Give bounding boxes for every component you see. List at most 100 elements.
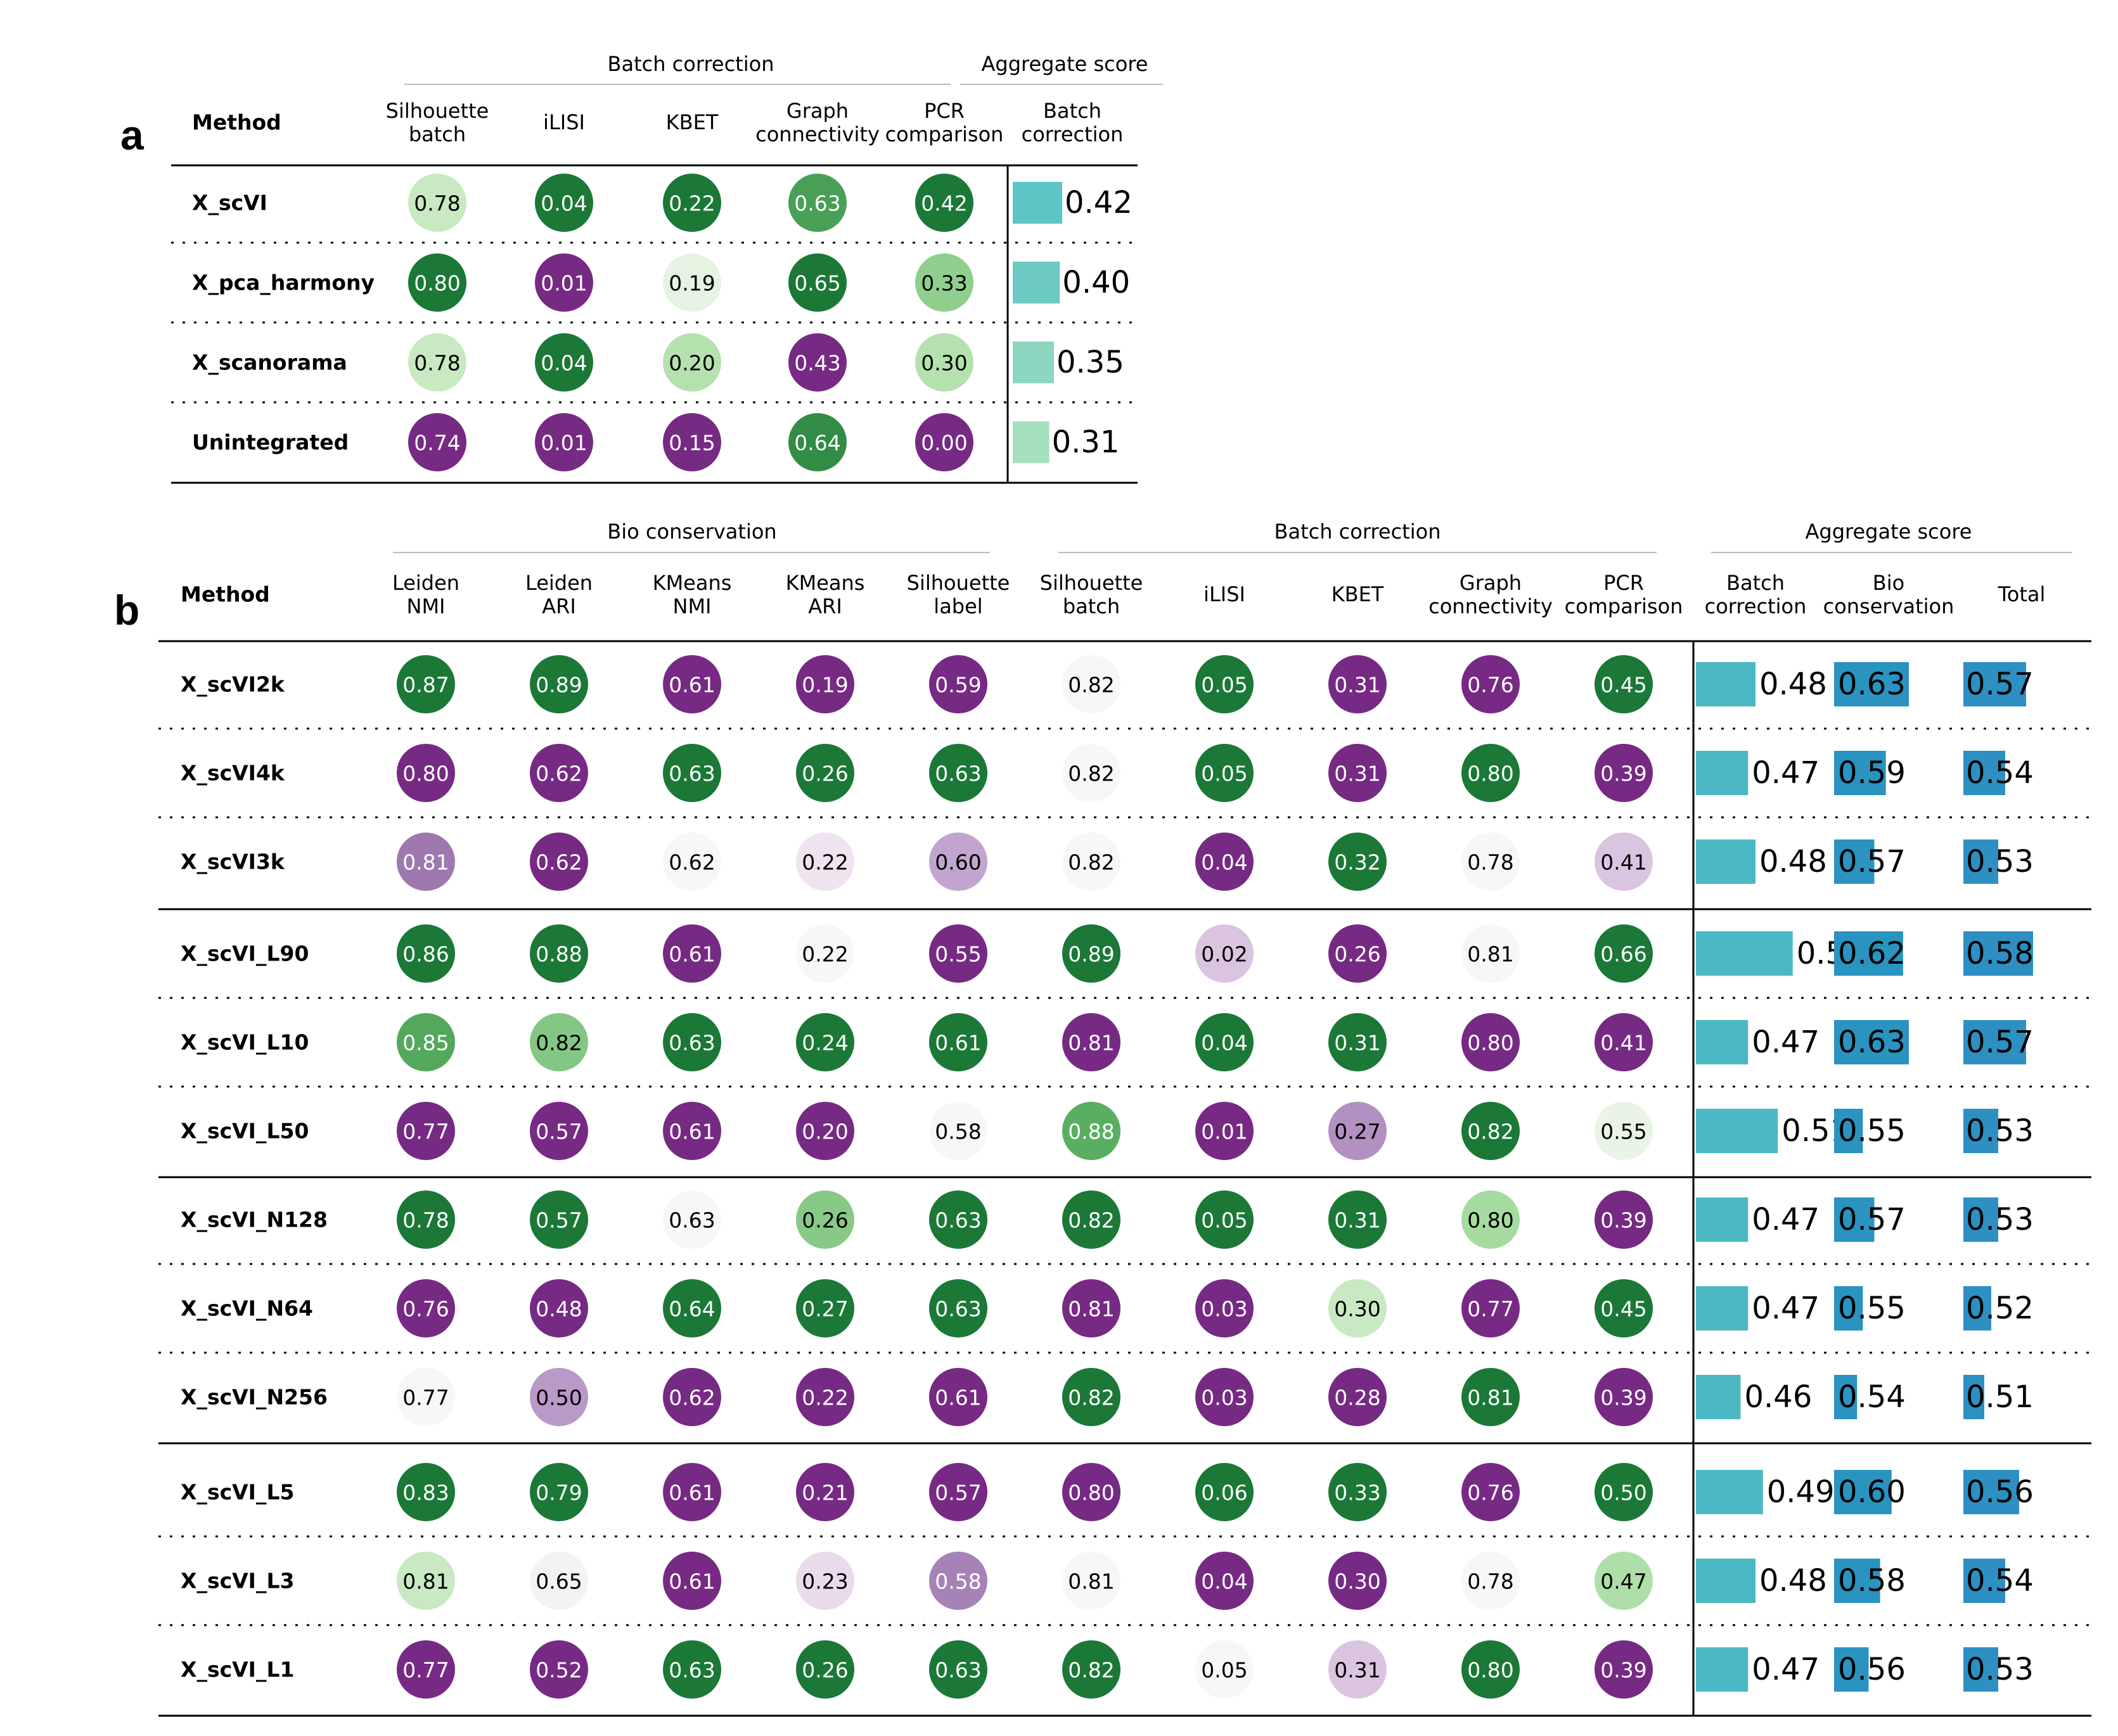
score-circle-b [1461,655,1520,713]
score-label-b: 0.39 [1600,1386,1646,1410]
score-circle-b [1328,1368,1387,1426]
aggregate-bar-batch-b [1696,1647,1749,1692]
score-circle-a [535,253,593,312]
score-label-b: 0.63 [935,1208,981,1233]
method-label-b: X_scVI_N64 [181,1296,313,1321]
score-circle-b [1328,1102,1387,1160]
aggregate-bar-total-b [1963,1470,2019,1514]
score-label-a: 0.80 [414,271,460,296]
score-circle-b [663,1368,721,1426]
score-circle-b [1062,924,1120,983]
score-label-b: 0.60 [935,850,981,875]
group-header-batch-correction-a: Batch correction [608,52,774,76]
score-label-b: 0.39 [1600,1208,1646,1233]
score-label-b: 0.81 [1068,1569,1114,1594]
score-circle-b [663,655,721,713]
column-header-b: Graph [1460,571,1522,595]
score-label-a: 0.74 [414,431,460,456]
score-circle-b [1062,1640,1120,1699]
score-circle-b [929,744,987,802]
score-circle-b [530,744,588,802]
score-label-b: 0.20 [802,1120,848,1144]
aggregate-bar-batch-b [1696,1470,1763,1514]
column-header-b: conservation [1823,594,1954,618]
score-circle-b [1062,1279,1120,1337]
score-circle-b [1461,1368,1520,1426]
score-label-b: 0.89 [1068,942,1114,967]
score-circle-b [929,1190,987,1249]
aggregate-bar-bio-b [1834,1559,1880,1603]
score-label-b: 0.81 [402,850,449,875]
aggregate-label-total-b: 0.54 [1966,755,2034,791]
method-label-b: X_scVI4k [181,761,285,786]
score-label-b: 0.62 [536,762,582,786]
score-circle-a [663,413,721,471]
column-header-b: Leiden [525,571,593,595]
aggregate-bar-bio-b [1834,931,1903,976]
score-circle-b [397,1368,455,1426]
score-label-a: 0.78 [414,351,460,376]
aggregate-label-bio-b: 0.56 [1838,1652,1906,1687]
aggregate-label-bio-b: 0.58 [1838,1563,1906,1599]
score-label-b: 0.63 [935,1297,981,1322]
score-circle-b [663,924,721,983]
aggregate-bar-bio-b [1834,1197,1875,1242]
score-circle-b [929,1013,987,1071]
score-label-b: 0.48 [536,1297,582,1322]
score-circle-b [796,1102,854,1160]
score-label-b: 0.76 [402,1297,449,1322]
aggregate-bar-a [1013,421,1049,463]
aggregate-bar-bio-b [1834,751,1886,795]
aggregate-bar-batch-b [1696,662,1755,706]
score-circle-b [530,1279,588,1337]
aggregate-bar-batch-b [1696,1020,1749,1064]
score-label-b: 0.76 [1467,1481,1513,1505]
score-label-a: 0.63 [794,191,840,216]
aggregate-bar-bio-b [1834,1109,1863,1153]
score-label-b: 0.80 [1467,762,1513,786]
score-label-b: 0.31 [1334,673,1380,698]
column-header-b: Total [1998,582,2046,606]
score-circle-b [796,744,854,802]
aggregate-label-batch-b: 0.49 [1767,1474,1835,1510]
score-label-b: 0.47 [1600,1569,1646,1594]
column-header-b: comparison [1565,594,1683,618]
score-circle-a [788,413,847,471]
aggregate-label-batch-b: 0.48 [1759,844,1827,879]
aggregate-label-bio-b: 0.63 [1838,667,1906,702]
score-label-b: 0.31 [1334,1208,1380,1233]
aggregate-label-bio-b: 0.54 [1838,1379,1906,1415]
score-label-b: 0.26 [1334,942,1380,967]
aggregate-label-bio-b: 0.57 [1838,1202,1906,1237]
score-circle-b [1595,1190,1653,1249]
group-header-batch-correction-b: Batch correction [1274,520,1441,544]
score-label-b: 0.26 [802,762,848,786]
score-label-b: 0.26 [802,1208,848,1233]
score-label-b: 0.78 [402,1208,449,1233]
score-circle-b [1195,1368,1254,1426]
score-circle-b [397,1102,455,1160]
score-label-b: 0.26 [802,1658,848,1683]
aggregate-label-total-b: 0.58 [1966,936,2034,971]
aggregate-label-total-b: 0.51 [1966,1379,2034,1415]
score-circle-a [915,333,973,392]
score-circle-b [530,655,588,713]
score-label-a: 0.20 [669,351,715,376]
score-circle-b [929,1368,987,1426]
column-header-b: ARI [808,594,842,618]
column-header-b: PCR [1603,571,1644,595]
score-label-b: 0.39 [1600,762,1646,786]
score-circle-a [535,333,593,392]
score-circle-b [663,1552,721,1610]
score-circle-b [1461,833,1520,891]
score-label-a: 0.04 [541,191,587,216]
score-circle-b [1062,1463,1120,1521]
score-label-b: 0.65 [536,1569,582,1594]
score-label-b: 0.86 [402,942,449,967]
score-label-b: 0.82 [1068,762,1114,786]
method-label-b: X_scVI_L50 [181,1119,309,1144]
score-circle-b [1461,1463,1520,1521]
score-label-a: 0.15 [669,431,715,456]
column-header-b: Bio [1873,571,1904,595]
column-header-a: batch [409,122,466,146]
